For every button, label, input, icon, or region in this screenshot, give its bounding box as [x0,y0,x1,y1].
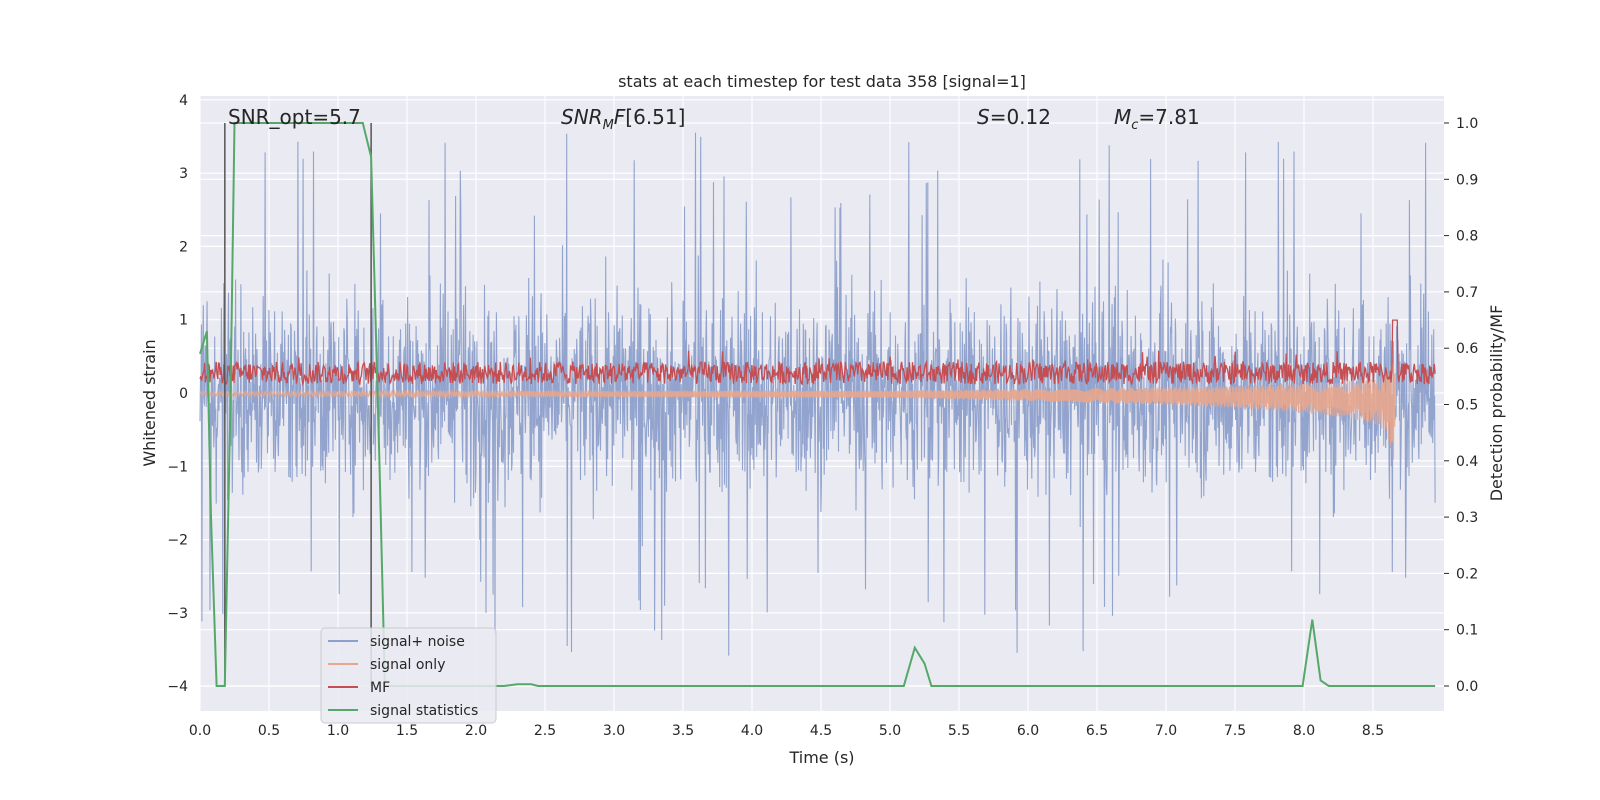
y-right-tick-label: 0.3 [1456,510,1478,526]
y-right-tick-label: 0.0 [1456,679,1478,695]
y-left-tick-label: −3 [167,606,188,622]
y-left-tick-label: 3 [179,166,188,182]
annotation-snr-mf: SNRMF[6.51] [561,105,685,133]
y-left-tick-labels: −4 −3 −2 −1 0 1 2 3 4 [167,93,188,695]
window-lines [224,123,372,686]
x-tick-labels: 0.0 0.5 1.0 1.5 2.0 2.5 3.0 3.5 4.0 4.5 5.0 5.5 6.0 6… [189,723,1384,739]
x-tick-label: 3.5 [672,723,694,739]
x-axis-label: Time (s) [788,748,854,767]
signal-noise-series [199,132,1436,656]
signal-statistics-line [199,122,1436,687]
x-tick-label: 1.5 [396,723,418,739]
annotation-mc: Mc=7.81 [1114,105,1200,133]
x-tick-label: 6.0 [1017,723,1039,739]
x-tick-label: 0.5 [258,723,280,739]
signal-noise-line [199,132,1436,656]
y-left-tick-label: 1 [179,313,188,329]
annotation-s-value: =0.12 [990,105,1051,129]
signal-only-line [199,363,1396,460]
y-right-tick-labels: 0.0 0.1 0.2 0.3 0.4 0.5 0.6 0.7 0.8 0.9 1.0 [1444,116,1478,695]
mf-line [199,319,1436,387]
x-tick-label: 6.5 [1086,723,1108,739]
y-right-tick-label: 0.2 [1456,566,1478,582]
y-right-tick-label: 0.6 [1456,341,1478,357]
x-tick-label: 7.5 [1224,723,1246,739]
legend-label-mf: MF [370,680,390,696]
legend: signal+ noise signal only MF signal stat… [320,627,497,724]
signal-only-series [199,363,1396,460]
y-left-tick-label: 2 [179,239,188,255]
x-tick-label: 5.5 [948,723,970,739]
annotation-snr-opt: SNR_opt=5.7 [228,105,361,129]
y-right-tick-label: 0.7 [1456,285,1478,301]
y-right-tick-label: 0.1 [1456,623,1478,639]
x-tick-label: 5.0 [879,723,901,739]
x-tick-label: 4.0 [741,723,763,739]
x-tick-label: 2.0 [465,723,487,739]
x-tick-label: 4.5 [810,723,832,739]
annotation-s: S=0.12 [977,105,1051,129]
x-tick-label: 8.0 [1293,723,1315,739]
x-tick-label: 8.5 [1362,723,1384,739]
y-left-tick-label: 0 [179,386,188,402]
y-right-tick-label: 1.0 [1456,116,1478,132]
y-right-tick-label: 0.9 [1456,172,1478,188]
y-right-tick-label: 0.5 [1456,398,1478,414]
x-tick-label: 1.0 [327,723,349,739]
y-left-axis-label: Whitened strain [140,339,159,466]
x-tick-label: 7.0 [1155,723,1177,739]
legend-box [320,627,497,724]
y-left-tick-label: −2 [167,533,188,549]
annotation-mc-value: =7.81 [1138,105,1199,129]
x-tick-label: 3.0 [603,723,625,739]
chart-title: stats at each timestep for test data 358… [618,72,1026,91]
legend-label-signal-statistics: signal statistics [370,703,478,719]
y-right-tick-label: 0.4 [1456,454,1478,470]
annotation-snr-mf-value: [6.51] [625,105,685,129]
signal-statistics-series [199,122,1436,687]
legend-label-signal-only: signal only [370,657,445,673]
y-right-axis-label: Detection probability/MF [1487,305,1506,502]
y-right-tick-label: 0.8 [1456,229,1478,245]
legend-label-signal-noise: signal+ noise [370,634,465,650]
y-left-tick-label: 4 [179,93,188,109]
y-left-tick-label: −1 [167,459,188,475]
mf-series [199,319,1436,387]
y-left-tick-label: −4 [167,679,188,695]
x-tick-label: 2.5 [534,723,556,739]
x-tick-label: 0.0 [189,723,211,739]
